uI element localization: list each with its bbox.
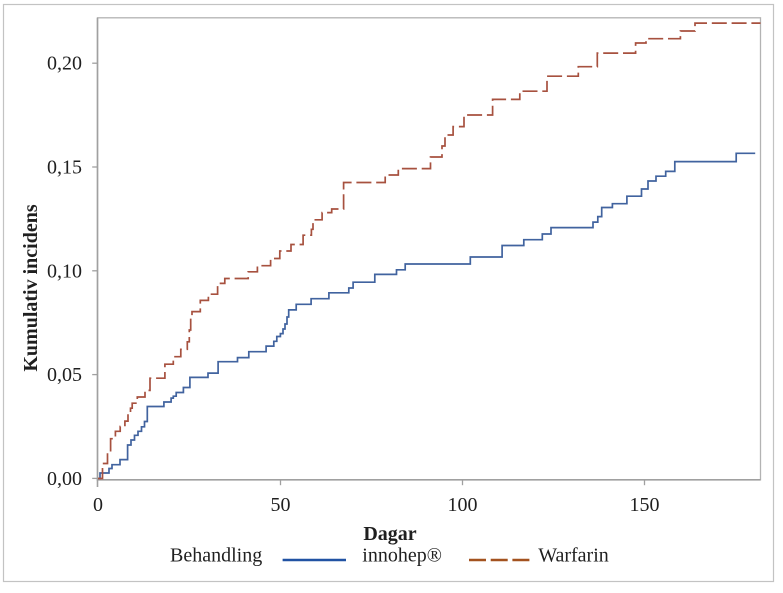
svg-text:150: 150 — [630, 494, 660, 516]
svg-text:0,20: 0,20 — [47, 53, 82, 75]
svg-text:100: 100 — [448, 494, 478, 516]
svg-text:Kumulativ incidens: Kumulativ incidens — [20, 204, 42, 371]
svg-text:50: 50 — [271, 494, 291, 516]
svg-text:0: 0 — [93, 494, 103, 516]
svg-text:Dagar: Dagar — [363, 523, 416, 545]
svg-text:0,00: 0,00 — [47, 468, 82, 490]
svg-text:Behandling: Behandling — [170, 545, 262, 567]
svg-text:0,15: 0,15 — [47, 157, 82, 179]
svg-text:0,10: 0,10 — [47, 260, 82, 282]
svg-text:Warfarin: Warfarin — [538, 545, 609, 567]
svg-text:0,05: 0,05 — [47, 364, 82, 386]
svg-text:innohep®: innohep® — [362, 545, 442, 567]
